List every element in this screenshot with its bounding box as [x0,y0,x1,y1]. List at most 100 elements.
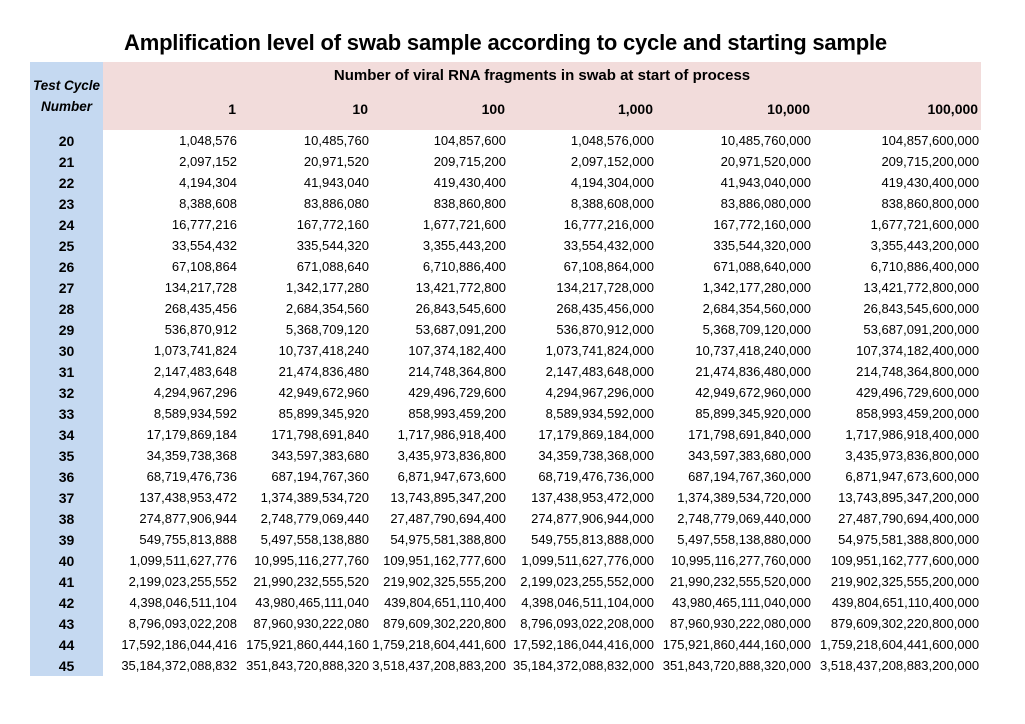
table-row: 45 35,184,372,088,832 351,843,720,888,320 3… [30,655,982,676]
column-header: 10 [239,88,371,130]
value-cell: 687,194,767,360,000 [656,466,813,487]
cycle-number-cell: 42 [30,592,103,613]
value-cell: 439,804,651,110,400,000 [813,592,982,613]
value-cell: 879,609,302,220,800,000 [813,613,982,634]
table-row: 41 2,199,023,255,552 21,990,232,555,520 219… [30,571,982,592]
table-row: 34 17,179,869,184 171,798,691,840 1,717,986… [30,424,982,445]
value-cell: 53,687,091,200 [371,319,508,340]
table-row: 44 17,592,186,044,416 175,921,860,444,160 1… [30,634,982,655]
table-row: 42 4,398,046,511,104 43,980,465,111,040 439… [30,592,982,613]
value-cell: 2,147,483,648,000 [508,361,656,382]
value-cell: 1,342,177,280 [239,277,371,298]
value-cell: 8,388,608,000 [508,193,656,214]
table-row: 25 33,554,432 335,544,320 3,355,443,200 33,5… [30,235,982,256]
value-cell: 214,748,364,800,000 [813,361,982,382]
value-cell: 17,179,869,184,000 [508,424,656,445]
value-cell: 3,518,437,208,883,200,000 [813,655,982,676]
table-row: 35 34,359,738,368 343,597,383,680 3,435,973… [30,445,982,466]
value-cell: 268,435,456,000 [508,298,656,319]
cycle-number-cell: 31 [30,361,103,382]
value-cell: 87,960,930,222,080 [239,613,371,634]
value-cell: 53,687,091,200,000 [813,319,982,340]
value-cell: 21,474,836,480 [239,361,371,382]
value-cell: 1,759,218,604,441,600 [371,634,508,655]
value-cell: 3,435,973,836,800,000 [813,445,982,466]
value-cell: 42,949,672,960 [239,382,371,403]
value-cell: 1,374,389,534,720,000 [656,487,813,508]
row-header-line1: Test Cycle [32,78,101,93]
cycle-number-cell: 29 [30,319,103,340]
value-cell: 13,743,895,347,200 [371,487,508,508]
value-cell: 17,592,186,044,416,000 [508,634,656,655]
cycle-number-cell: 33 [30,403,103,424]
value-cell: 26,843,545,600,000 [813,298,982,319]
value-cell: 21,474,836,480,000 [656,361,813,382]
value-cell: 351,843,720,888,320,000 [656,655,813,676]
value-cell: 1,677,721,600 [371,214,508,235]
value-cell: 43,980,465,111,040,000 [656,592,813,613]
cycle-number-cell: 26 [30,256,103,277]
value-cell: 274,877,906,944,000 [508,508,656,529]
row-header-line2: Number [40,99,92,114]
cycle-number-cell: 38 [30,508,103,529]
value-cell: 13,421,772,800,000 [813,277,982,298]
value-cell: 35,184,372,088,832,000 [508,655,656,676]
value-cell: 171,798,691,840 [239,424,371,445]
cycle-number-cell: 23 [30,193,103,214]
value-cell: 107,374,182,400,000 [813,340,982,361]
value-cell: 41,943,040 [239,172,371,193]
value-cell: 16,777,216 [103,214,239,235]
value-cell: 134,217,728 [103,277,239,298]
value-cell: 109,951,162,777,600,000 [813,550,982,571]
value-cell: 34,359,738,368 [103,445,239,466]
cycle-number-cell: 41 [30,571,103,592]
value-cell: 274,877,906,944 [103,508,239,529]
table-row: 29 536,870,912 5,368,709,120 53,687,091,200… [30,319,982,340]
table-row: 31 2,147,483,648 21,474,836,480 214,748,364… [30,361,982,382]
cycle-number-cell: 43 [30,613,103,634]
value-cell: 1,048,576 [103,130,239,151]
value-cell: 87,960,930,222,080,000 [656,613,813,634]
value-cell: 83,886,080 [239,193,371,214]
value-cell: 137,438,953,472,000 [508,487,656,508]
value-cell: 67,108,864 [103,256,239,277]
value-cell: 1,048,576,000 [508,130,656,151]
value-cell: 8,796,093,022,208 [103,613,239,634]
value-cell: 67,108,864,000 [508,256,656,277]
value-cell: 343,597,383,680 [239,445,371,466]
value-cell: 1,073,741,824 [103,340,239,361]
value-cell: 214,748,364,800 [371,361,508,382]
value-cell: 8,589,934,592 [103,403,239,424]
value-cell: 6,710,886,400 [371,256,508,277]
cycle-number-cell: 21 [30,151,103,172]
table-row: 21 2,097,152 20,971,520 209,715,200 2,097,15… [30,151,982,172]
value-cell: 68,719,476,736 [103,466,239,487]
cycle-number-cell: 32 [30,382,103,403]
table-row: 39 549,755,813,888 5,497,558,138,880 54,975… [30,529,982,550]
value-cell: 167,772,160,000 [656,214,813,235]
value-cell: 1,099,511,627,776,000 [508,550,656,571]
value-cell: 33,554,432,000 [508,235,656,256]
table-row: 20 1,048,576 10,485,760 104,857,600 1,048,57… [30,130,982,151]
value-cell: 137,438,953,472 [103,487,239,508]
value-cell: 2,199,023,255,552 [103,571,239,592]
table-row: 43 8,796,093,022,208 87,960,930,222,080 879… [30,613,982,634]
column-header: 1,000 [508,88,656,130]
value-cell: 838,860,800 [371,193,508,214]
cycle-number-cell: 28 [30,298,103,319]
value-cell: 85,899,345,920 [239,403,371,424]
value-cell: 10,995,116,277,760,000 [656,550,813,571]
value-cell: 2,684,354,560,000 [656,298,813,319]
value-cell: 4,294,967,296,000 [508,382,656,403]
value-cell: 21,990,232,555,520,000 [656,571,813,592]
value-cell: 3,518,437,208,883,200 [371,655,508,676]
cycle-number-cell: 27 [30,277,103,298]
value-cell: 68,719,476,736,000 [508,466,656,487]
value-cell: 17,592,186,044,416 [103,634,239,655]
page-title: Amplification level of swab sample accor… [124,30,887,55]
value-cell: 1,073,741,824,000 [508,340,656,361]
cycle-number-cell: 37 [30,487,103,508]
table-row: 36 68,719,476,736 687,194,767,360 6,871,947… [30,466,982,487]
value-cell: 175,921,860,444,160,000 [656,634,813,655]
table-row: 30 1,073,741,824 10,737,418,240 107,374,182… [30,340,982,361]
